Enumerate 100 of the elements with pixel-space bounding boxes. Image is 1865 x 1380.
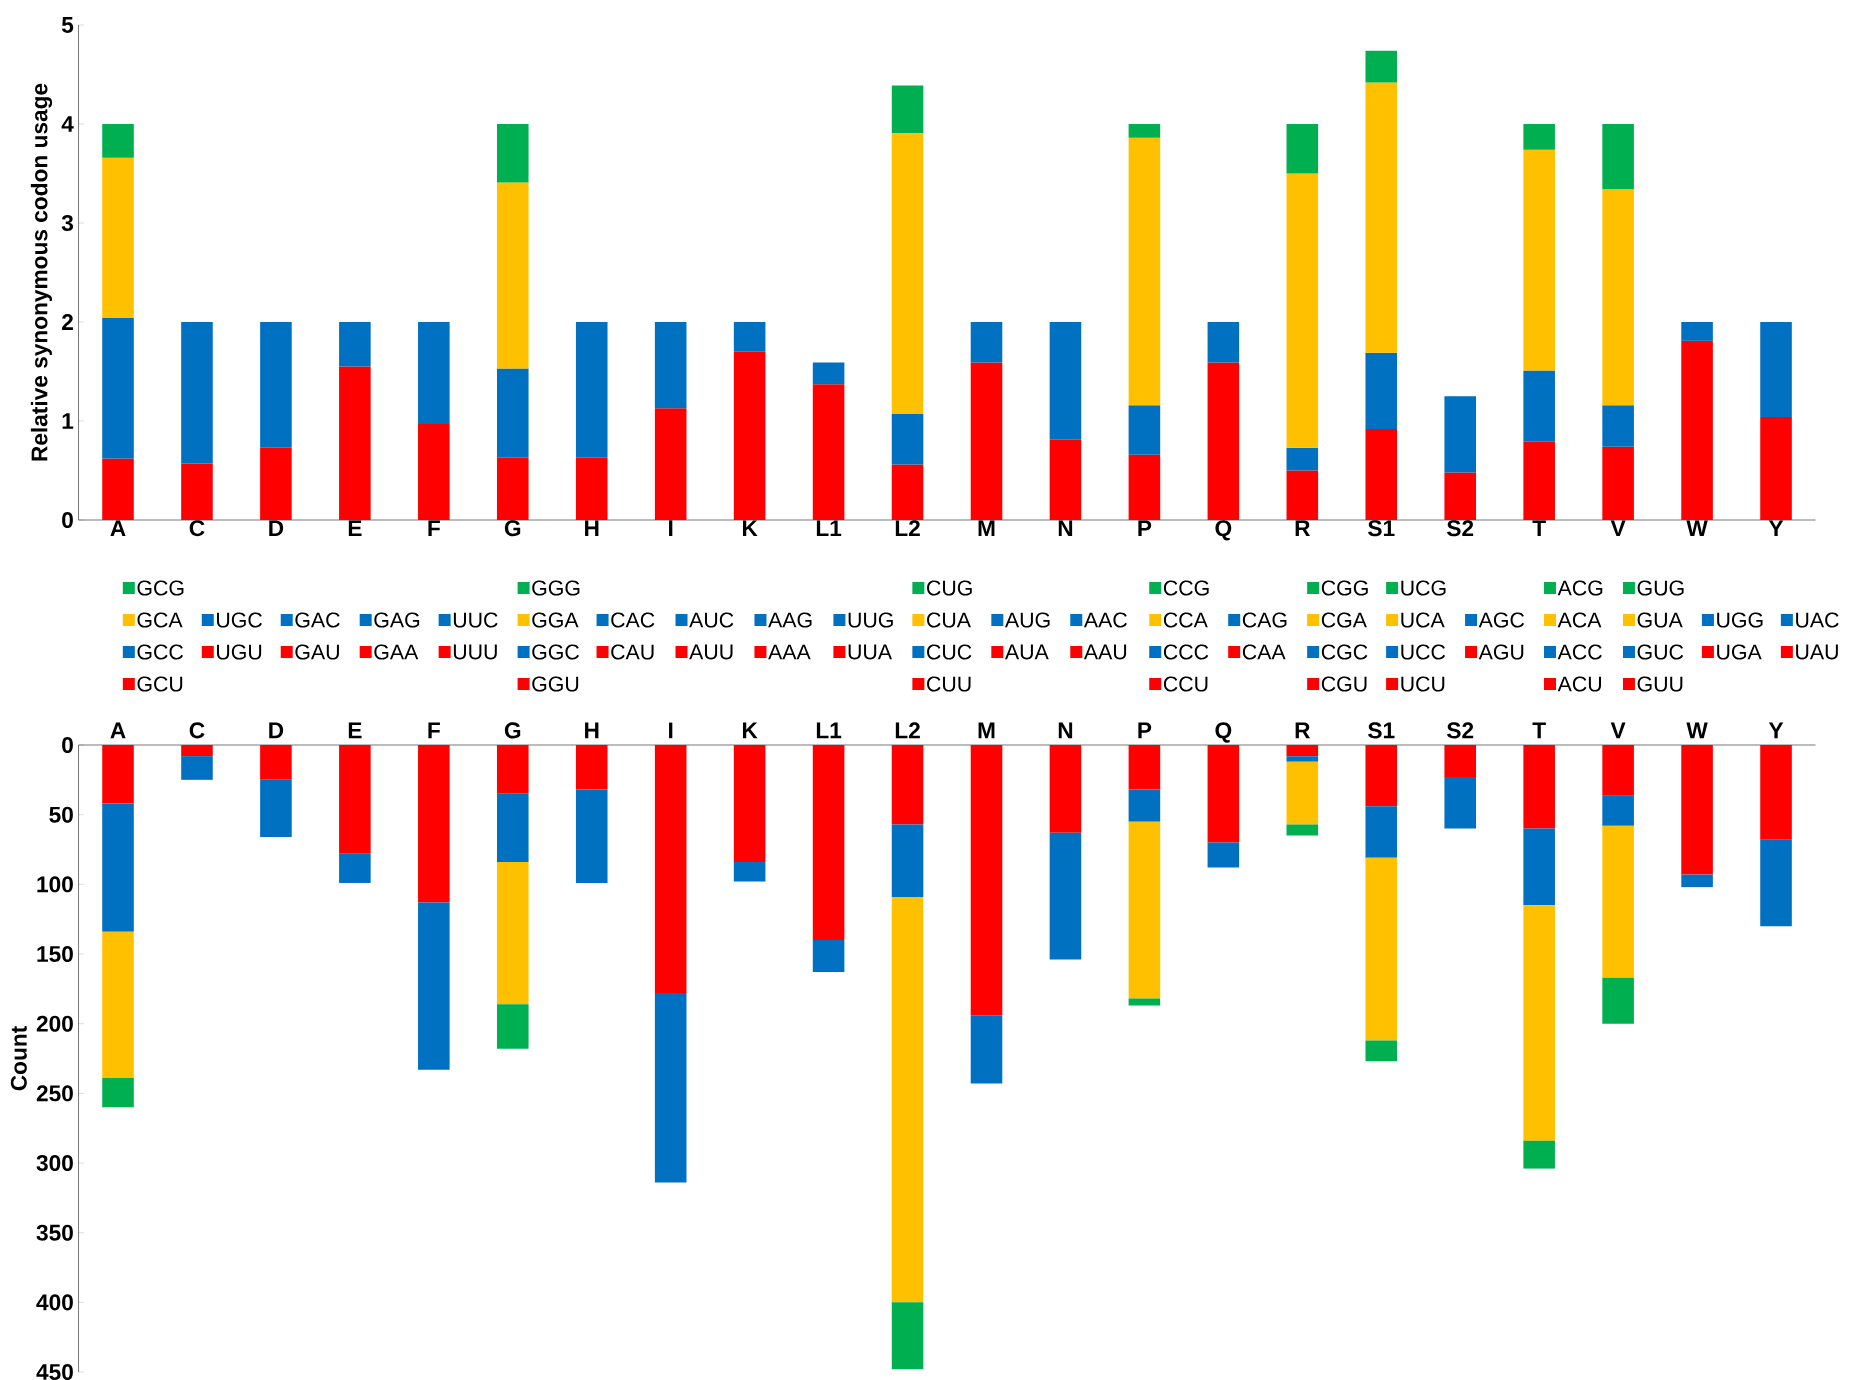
y-tick-label: 0 bbox=[62, 511, 73, 529]
y-tick-label: 250 bbox=[36, 1085, 73, 1102]
y-axis-title: Relative synonymous codon usage bbox=[30, 83, 53, 461]
legend-label: UAU bbox=[1796, 644, 1838, 660]
x-tick-label: L1 bbox=[816, 520, 842, 536]
bar bbox=[1444, 777, 1477, 829]
bar bbox=[1286, 761, 1319, 825]
legend-label: CAU bbox=[611, 644, 654, 660]
legend-label: AAU bbox=[1083, 644, 1127, 660]
legend-label: CCU bbox=[1163, 676, 1208, 692]
legend-label: CAA bbox=[1242, 644, 1286, 660]
bar bbox=[891, 896, 924, 1303]
legend-label: AGU bbox=[1478, 644, 1524, 660]
x-tick-label: M bbox=[978, 520, 995, 536]
x-tick-label: V bbox=[1610, 722, 1626, 739]
bar bbox=[970, 745, 1003, 1016]
legend-label: AUA bbox=[1004, 644, 1049, 660]
legend-label: GUG bbox=[1637, 580, 1684, 596]
bar bbox=[1523, 905, 1555, 1141]
x-tick-label: S1 bbox=[1368, 520, 1395, 537]
bar bbox=[575, 789, 608, 883]
legend-label: GUU bbox=[1637, 676, 1683, 692]
bar bbox=[339, 745, 371, 854]
y-tick-label: 3 bbox=[61, 214, 74, 232]
bar bbox=[1602, 977, 1634, 1024]
bar bbox=[260, 745, 292, 780]
bar bbox=[102, 745, 134, 804]
bar bbox=[812, 940, 845, 973]
y-tick-label: 350 bbox=[36, 1224, 73, 1241]
bar bbox=[1523, 745, 1555, 829]
bar bbox=[1365, 745, 1398, 807]
x-tick-label: L2 bbox=[895, 722, 920, 739]
bar bbox=[654, 745, 687, 994]
legend-label: UCA bbox=[1401, 612, 1445, 628]
bar bbox=[1286, 824, 1319, 836]
legend-label: ACU bbox=[1557, 676, 1601, 692]
legend-label: UGU bbox=[217, 644, 262, 660]
bar bbox=[1523, 1140, 1555, 1169]
bar bbox=[654, 993, 687, 1183]
y-tick-label: 4 bbox=[61, 116, 74, 132]
bar bbox=[1602, 745, 1634, 796]
legend-label: AUG bbox=[1004, 612, 1050, 628]
bar bbox=[181, 745, 213, 757]
x-tick-label: K bbox=[742, 520, 758, 536]
x-tick-label: P bbox=[1138, 520, 1152, 536]
x-tick-label: C bbox=[189, 722, 205, 739]
x-tick-label: F bbox=[428, 722, 440, 739]
bar bbox=[733, 862, 766, 882]
legend-label: ACG bbox=[1557, 580, 1603, 596]
bar bbox=[1049, 832, 1082, 960]
bar bbox=[1523, 828, 1555, 906]
bar bbox=[260, 779, 292, 837]
bar bbox=[496, 745, 529, 794]
legend-label: AAC bbox=[1083, 612, 1127, 628]
legend-label: CGA bbox=[1321, 612, 1367, 628]
bar bbox=[1128, 821, 1161, 999]
y-tick-label: 0 bbox=[62, 736, 73, 754]
legend-label: AGC bbox=[1478, 612, 1525, 628]
legend-label: UAC bbox=[1796, 612, 1839, 628]
bar bbox=[1128, 745, 1161, 790]
bar bbox=[891, 745, 924, 825]
legend-label: GCA bbox=[137, 612, 183, 628]
x-tick-label: Q bbox=[1215, 520, 1232, 541]
legend-label: CAG bbox=[1242, 612, 1287, 628]
y-tick-label: 100 bbox=[37, 876, 73, 893]
bar bbox=[418, 902, 450, 1070]
x-tick-label: C bbox=[189, 520, 205, 537]
legend-label: UGG bbox=[1717, 612, 1763, 628]
x-tick-label: K bbox=[742, 722, 758, 739]
bar bbox=[1128, 789, 1161, 822]
y-tick-label: 50 bbox=[49, 806, 73, 823]
legend-label: UUC bbox=[453, 612, 498, 628]
legend-label: GCG bbox=[137, 580, 184, 596]
legend-label: AAA bbox=[768, 644, 811, 660]
legend-label: CAC bbox=[611, 612, 655, 628]
x-tick-label: T bbox=[1532, 520, 1546, 536]
bar bbox=[1760, 839, 1792, 927]
bar bbox=[1602, 795, 1634, 826]
x-tick-label: E bbox=[348, 722, 362, 739]
y-tick-label: 200 bbox=[36, 1015, 73, 1032]
y-tick-label: 300 bbox=[36, 1154, 73, 1172]
bar bbox=[891, 1302, 924, 1370]
legend-label: CUA bbox=[927, 612, 971, 628]
x-tick-label: W bbox=[1686, 520, 1708, 536]
bar bbox=[575, 745, 608, 790]
x-tick-label: F bbox=[428, 520, 440, 536]
bar bbox=[812, 745, 845, 941]
legend-label: GCU bbox=[137, 676, 183, 692]
x-tick-label: W bbox=[1686, 722, 1708, 739]
legend-label: UUA bbox=[848, 644, 892, 660]
bar bbox=[1286, 756, 1319, 762]
bar bbox=[733, 745, 766, 863]
x-tick-label: M bbox=[978, 722, 995, 739]
x-tick-label: V bbox=[1610, 520, 1626, 536]
legend-label: AUC bbox=[689, 612, 734, 628]
bar bbox=[1681, 874, 1713, 888]
legend-label: GCC bbox=[137, 644, 184, 660]
legend-label: ACC bbox=[1557, 644, 1602, 660]
legend-label: CUC bbox=[927, 644, 972, 660]
x-tick-label: S2 bbox=[1447, 722, 1474, 739]
